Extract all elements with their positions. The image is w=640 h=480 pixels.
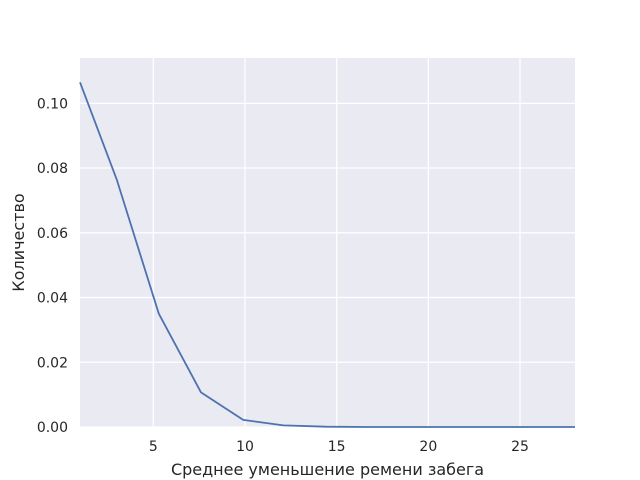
x-tick-label: 25: [511, 439, 529, 455]
y-tick-label: 0.02: [37, 355, 68, 371]
x-tick-label: 15: [328, 439, 346, 455]
x-tick-label: 5: [149, 439, 158, 455]
y-tick-label: 0.10: [37, 96, 68, 112]
y-tick-label: 0.00: [37, 420, 68, 436]
y-tick-label: 0.08: [37, 161, 68, 177]
x-tick-label: 20: [419, 439, 437, 455]
y-tick-label: 0.06: [37, 226, 68, 242]
x-grid-lines: [152, 58, 521, 427]
x-tick-labels: 5 10 15 20 25: [149, 439, 529, 455]
x-axis-label: Среднее уменьшение ремени забега: [171, 460, 484, 479]
series-layer: [79, 81, 575, 428]
plot-background: [80, 58, 575, 427]
y-tick-labels: 0.00 0.02 0.04 0.06 0.08 0.10: [37, 96, 68, 436]
series-line: [79, 81, 575, 428]
x-tick-label: 10: [236, 439, 254, 455]
y-tick-label: 0.04: [37, 291, 68, 307]
y-axis-label: Количество: [9, 193, 28, 291]
